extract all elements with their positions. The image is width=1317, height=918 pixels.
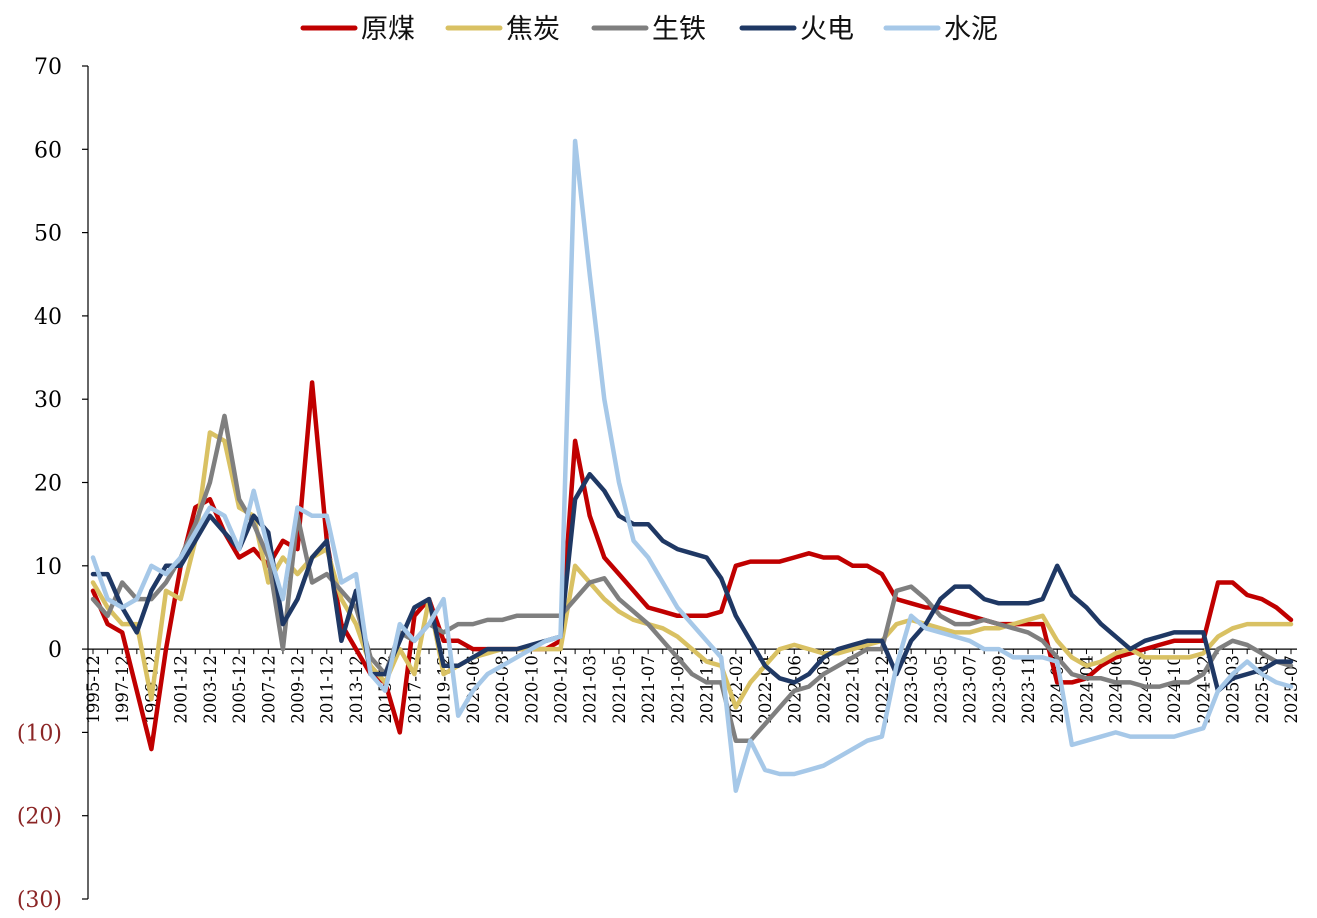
y-tick-label: 20	[34, 472, 62, 497]
x-axis: 1995-12 1997-12 1999-12 2001-12 2003-12 2005-…	[84, 648, 1301, 724]
x-tick-label: 2024-12	[1194, 655, 1213, 724]
series-line-3	[90, 413, 1294, 743]
legend-label-1: 原煤	[361, 14, 415, 45]
x-tick-label: 2021-11	[698, 655, 717, 724]
y-tick-label: 30	[34, 388, 62, 413]
x-tick-label: 2021-05	[610, 655, 629, 724]
x-tick-label: 2022-10	[844, 655, 863, 724]
x-tick-label: 2023-05	[931, 655, 950, 724]
x-tick-label: 2020-10	[522, 655, 541, 724]
x-tick-label: 2021-09	[668, 655, 687, 724]
x-tick-label: 2021-03	[581, 655, 600, 724]
legend-label-5: 水泥	[944, 14, 998, 45]
x-tick-label: 1995-12	[84, 655, 103, 724]
legend: 原煤 焦炭 生铁 火电 水泥	[300, 14, 998, 45]
y-tick-label: (30)	[17, 888, 62, 913]
y-tick-label: (10)	[17, 721, 62, 746]
x-tick-label: 2024-08	[1136, 655, 1155, 724]
x-tick-label: 2005-12	[230, 655, 249, 724]
x-tick-label: 1997-12	[113, 655, 132, 724]
x-tick-label: 2017-12	[405, 655, 424, 724]
series-line-5	[90, 138, 1294, 793]
legend-label-2: 焦炭	[506, 14, 560, 45]
x-tick-label: 2020-12	[552, 655, 571, 724]
x-tick-label: 2023-09	[990, 655, 1009, 724]
x-tick-label: 2023-03	[902, 655, 921, 724]
x-tick-label: 2024-06	[1107, 655, 1126, 724]
x-tick-label: 2023-11	[1019, 655, 1038, 724]
x-tick-label: 2003-12	[201, 655, 220, 724]
legend-label-4: 火电	[800, 14, 854, 45]
x-tick-label: 2022-12	[873, 655, 892, 724]
series-line-4	[90, 471, 1294, 694]
y-tick-label: 0	[48, 638, 62, 663]
x-tick-label: 2020-08	[493, 655, 512, 724]
x-tick-label: 2021-07	[639, 655, 658, 724]
legend-label-3: 生铁	[652, 14, 706, 45]
plot-area	[90, 138, 1294, 793]
x-tick-label: 2022-02	[727, 655, 746, 724]
y-tick-label: 70	[34, 55, 62, 80]
y-tick-label: 40	[34, 305, 62, 330]
x-tick-label: 2024-10	[1165, 655, 1184, 724]
x-tick-label: 2007-12	[259, 655, 278, 724]
y-tick-label: 50	[34, 222, 62, 247]
y-axis: 70 60 50 40 30 20 10 0 (10) (20) (30)	[17, 55, 89, 913]
y-tick-label: 60	[34, 138, 62, 163]
x-tick-label: 2001-12	[172, 655, 191, 724]
x-tick-label: 2025-07	[1282, 655, 1301, 724]
x-tick-label: 2013-12	[347, 655, 366, 724]
y-tick-label: 10	[34, 555, 62, 580]
x-tick-label: 2009-12	[289, 655, 308, 724]
x-tick-label: 2011-12	[318, 655, 337, 724]
y-tick-label: (20)	[17, 805, 62, 830]
x-tick-label: 2023-07	[961, 655, 980, 724]
